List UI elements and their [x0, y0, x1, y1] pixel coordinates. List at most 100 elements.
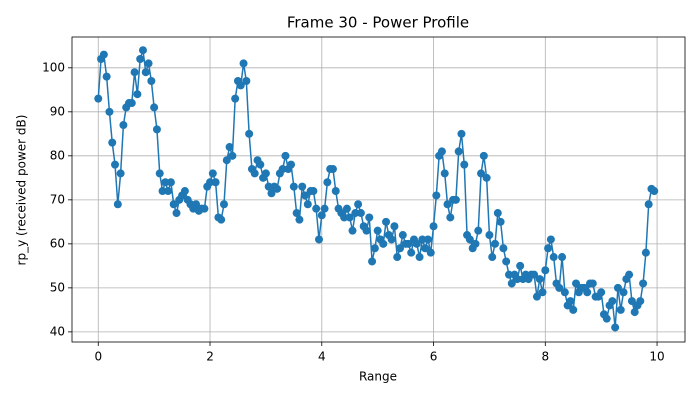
- data-point: [208, 169, 217, 178]
- data-point: [340, 213, 349, 222]
- data-point: [144, 59, 153, 68]
- data-point: [345, 213, 354, 222]
- data-point: [301, 191, 310, 200]
- data-point: [404, 239, 413, 248]
- data-point: [217, 215, 226, 224]
- data-point: [127, 99, 136, 108]
- data-point: [278, 165, 287, 174]
- data-point: [298, 182, 307, 191]
- data-point: [644, 200, 653, 209]
- data-point: [264, 182, 273, 191]
- data-point: [390, 222, 399, 231]
- data-point: [569, 305, 578, 314]
- data-point: [532, 292, 541, 301]
- data-point: [639, 279, 648, 288]
- data-point: [320, 204, 329, 213]
- data-point: [446, 213, 455, 222]
- y-axis-label: rp_y (received power dB): [15, 115, 29, 266]
- data-point: [354, 200, 363, 209]
- data-point: [440, 169, 449, 178]
- data-point: [141, 68, 150, 77]
- data-point: [555, 283, 564, 292]
- data-point: [613, 283, 622, 292]
- data-point: [256, 160, 265, 169]
- data-point: [437, 147, 446, 156]
- data-point: [488, 253, 497, 262]
- data-point: [289, 182, 298, 191]
- data-point: [348, 226, 357, 235]
- data-point: [641, 248, 650, 257]
- data-point: [471, 239, 480, 248]
- data-point: [273, 184, 282, 193]
- data-point: [172, 209, 181, 218]
- data-point: [396, 244, 405, 253]
- data-point: [158, 187, 167, 196]
- chart-title: Frame 30 - Power Profile: [287, 14, 469, 32]
- data-point: [133, 90, 142, 99]
- data-point: [99, 50, 108, 59]
- data-point: [393, 253, 402, 262]
- data-point: [303, 200, 312, 209]
- data-point: [368, 257, 377, 266]
- x-tick-label: 2: [206, 350, 214, 364]
- data-point: [373, 226, 382, 235]
- data-point: [560, 288, 569, 297]
- data-point: [317, 211, 326, 220]
- data-point: [535, 275, 544, 284]
- data-point: [412, 239, 421, 248]
- data-point: [219, 200, 228, 209]
- data-point: [130, 68, 139, 77]
- data-point: [546, 235, 555, 244]
- data-point: [627, 297, 636, 306]
- data-point: [650, 187, 659, 196]
- data-point: [164, 187, 173, 196]
- data-point: [342, 204, 351, 213]
- data-point: [421, 244, 430, 253]
- data-point: [516, 261, 525, 270]
- data-point: [558, 253, 567, 262]
- data-point: [538, 288, 547, 297]
- data-point: [150, 103, 159, 112]
- data-point: [287, 160, 296, 169]
- data-point: [225, 143, 234, 152]
- data-point: [499, 244, 508, 253]
- data-point: [370, 244, 379, 253]
- data-point: [572, 279, 581, 288]
- data-point: [588, 279, 597, 288]
- data-point: [477, 169, 486, 178]
- data-point: [312, 204, 321, 213]
- data-point: [493, 209, 502, 218]
- data-point: [602, 314, 611, 323]
- data-point: [136, 55, 145, 64]
- data-point: [365, 213, 374, 222]
- x-tick-label: 6: [430, 350, 438, 364]
- data-point: [102, 72, 111, 81]
- y-tick-label: 80: [50, 148, 65, 162]
- data-point: [314, 235, 323, 244]
- data-point: [222, 156, 231, 165]
- data-point: [530, 270, 539, 279]
- plot-frame: [71, 36, 686, 343]
- data-point: [292, 209, 301, 218]
- data-point: [611, 323, 620, 332]
- data-point: [261, 169, 270, 178]
- x-axis-label: Range: [359, 370, 397, 384]
- data-point: [200, 204, 209, 213]
- y-tick-label: 70: [50, 192, 65, 206]
- data-point: [465, 235, 474, 244]
- data-point: [295, 215, 304, 224]
- data-point: [407, 248, 416, 257]
- data-point: [432, 191, 441, 200]
- data-point: [507, 279, 516, 288]
- data-point: [583, 288, 592, 297]
- data-point: [451, 195, 460, 204]
- data-point: [636, 297, 645, 306]
- data-point: [323, 178, 332, 187]
- data-point: [382, 217, 391, 226]
- x-tick-label: 8: [541, 350, 549, 364]
- data-point: [482, 173, 491, 182]
- data-point: [566, 297, 575, 306]
- data-point: [460, 160, 469, 169]
- data-point: [245, 129, 254, 138]
